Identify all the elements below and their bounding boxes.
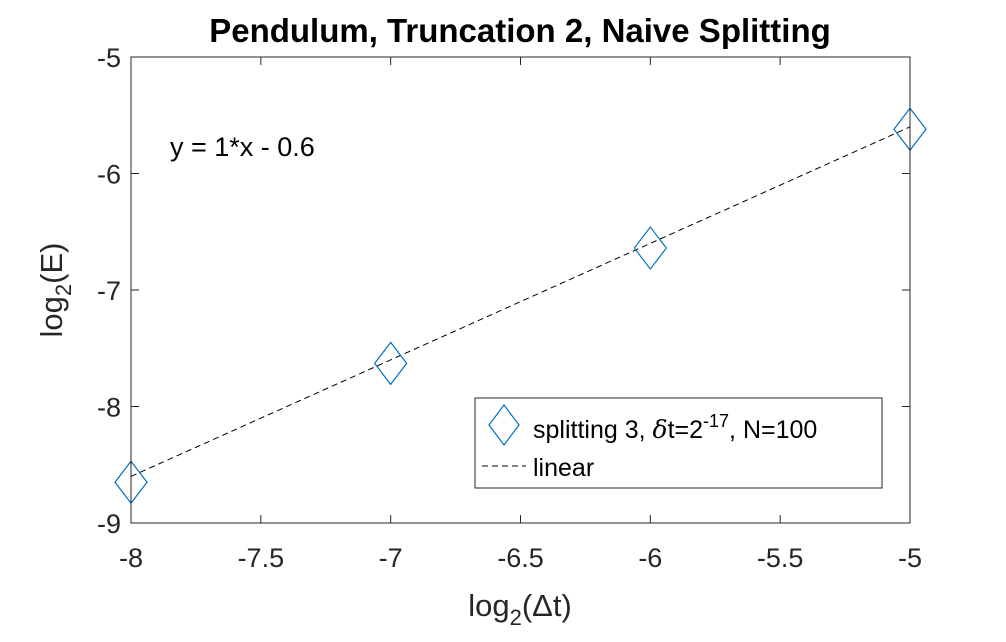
y-tick-label: -8 [97, 393, 121, 423]
data-point-diamond [373, 341, 408, 386]
y-tick-label: -5 [97, 43, 121, 73]
x-tick-label: -5.5 [757, 543, 804, 573]
y-axis-label: log2(E) [34, 243, 76, 338]
x-tick-label: -6.5 [497, 543, 544, 573]
x-tick-label: -8 [119, 543, 143, 573]
y-axis-ticks: -9 -8 -7 -6 -5 [97, 43, 910, 539]
linear-fit-line-segment [130, 126, 911, 477]
y-tick-label: -9 [97, 509, 121, 539]
x-tick-label: -5 [898, 543, 922, 573]
x-tick-label: -6 [638, 543, 662, 573]
x-tick-label: -7.5 [238, 543, 285, 573]
data-point-diamond [633, 226, 668, 271]
linear-fit-line [130, 126, 911, 477]
chart-title: Pendulum, Truncation 2, Naive Splitting [209, 12, 831, 49]
legend: splitting 3, δt=2-17, N=100 linear [474, 397, 883, 489]
legend-box [474, 397, 883, 489]
y-tick-label: -6 [97, 160, 121, 190]
x-axis-ticks: -8 -7.5 -7 -6.5 -6 -5.5 -5 [119, 57, 922, 573]
plot-frame [130, 56, 911, 524]
fit-equation-annotation: y = 1*x - 0.6 [170, 132, 315, 162]
legend-label-linear: linear [533, 454, 594, 482]
legend-label-splitting: splitting 3, δt=2-17, N=100 [533, 411, 817, 444]
x-axis-label: log2(Δt) [468, 588, 572, 630]
y-tick-label: -7 [97, 276, 121, 306]
legend-diamond-marker [488, 404, 520, 446]
x-tick-label: -7 [379, 543, 403, 573]
